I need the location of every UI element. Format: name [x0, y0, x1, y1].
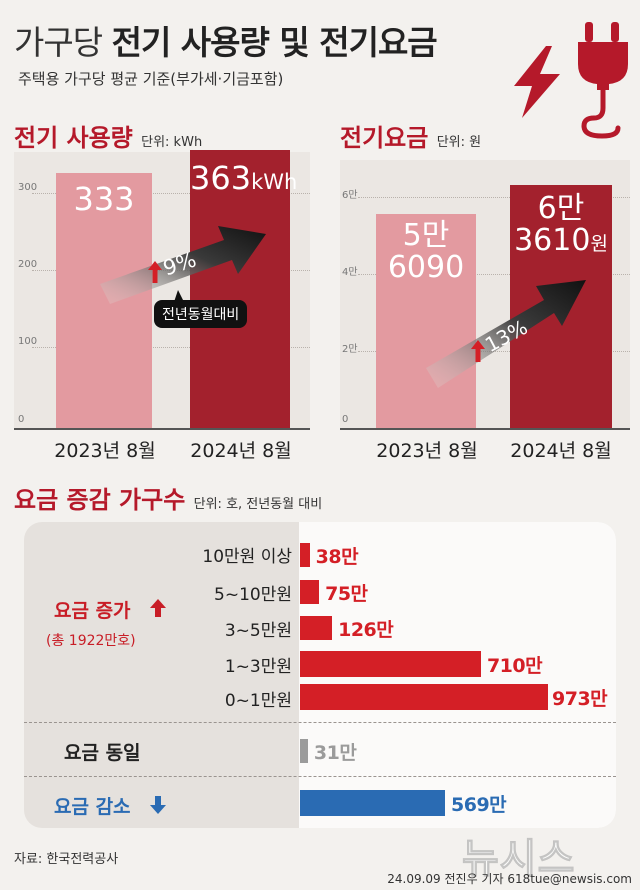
fee-trend-arrow [426, 280, 586, 388]
fee-bar-label-2024: 6만 3610원 [510, 193, 612, 256]
same-label: 요금 동일 [64, 742, 141, 764]
page-subtitle: 주택용 가구당 평균 기준(부가세·기금포함) [18, 70, 284, 88]
hbar-category: 1~3만원 [224, 657, 292, 677]
usage-bar-value-2024: 363 [190, 159, 252, 197]
decrease-label: 요금 감소 [54, 796, 131, 818]
usage-ytick: 200 [18, 259, 38, 270]
hbar-value-label: 710만 [486, 655, 543, 677]
hbar-value-label: 569만 [451, 794, 507, 816]
hbar-value-label: 973만 [552, 688, 608, 710]
hbar-value-label: 75만 [325, 583, 368, 605]
fee-ytick: 4만 [342, 267, 358, 278]
hbar [300, 684, 548, 710]
increase-label: 요금 증가 [54, 600, 131, 622]
hbar-category: 3~5만원 [224, 621, 292, 641]
fee-section-title: 전기요금 단위: 원 [340, 118, 481, 153]
hbar [300, 790, 446, 816]
fee-bar-label-2024-line1: 6만 [537, 191, 585, 226]
hbar-category: 5~10만원 [214, 585, 292, 605]
hbar [300, 580, 320, 604]
usage-callout-pointer [174, 290, 184, 302]
usage-title: 전기 사용량 [14, 124, 133, 152]
usage-bar-label-2024: 363kWh [190, 159, 297, 197]
fee-title: 전기요금 [340, 124, 429, 152]
households-unit: 단위: 호, 전년동월 대비 [193, 497, 323, 512]
fee-ytick: 6만 [342, 190, 358, 201]
usage-section-title: 전기 사용량 단위: kWh [14, 118, 202, 153]
hbar-category: 10만원 이상 [202, 547, 292, 567]
usage-bar-2024 [190, 150, 290, 428]
fee-xlabel: 2024년 8월 [510, 440, 612, 462]
fee-bar-label-2024-line2: 3610원 [510, 222, 612, 258]
decrease-group-label: 요금 감소 [54, 792, 131, 819]
group-divider [24, 722, 616, 723]
hbar [300, 616, 333, 640]
fee-ytick: 2만 [342, 344, 358, 355]
increase-total: (총 1922만호) [46, 633, 136, 649]
fee-baseline [340, 428, 630, 430]
usage-xlabel: 2023년 8월 [54, 440, 156, 462]
fee-bar-2023 [376, 213, 476, 428]
increase-group-label: 요금 증가 [54, 596, 131, 623]
fee-bar-label-2023-line1: 5만 [402, 218, 450, 253]
plug-icon [578, 22, 628, 139]
usage-gridline [32, 347, 310, 348]
up-arrow-icon [148, 261, 162, 283]
up-arrow-icon [150, 599, 166, 617]
hbar-value-label: 31만 [313, 742, 357, 764]
fee-gridline [358, 274, 630, 275]
fee-unit: 단위: 원 [436, 135, 482, 150]
hbar [300, 739, 308, 763]
usage-ytick: 0 [18, 414, 25, 425]
fee-bar-label-2023-line2: 6090 [387, 249, 465, 285]
hbar [300, 651, 481, 677]
usage-ytick: 100 [18, 336, 38, 347]
lightning-icon [514, 46, 560, 118]
usage-callout-text: 전년동월대비 [162, 307, 240, 323]
hbar-category: 0~1만원 [224, 691, 292, 711]
usage-bar-2023 [56, 172, 152, 428]
households-section-title: 요금 증감 가구수 단위: 호, 전년동월 대비 [14, 480, 322, 515]
usage-xlabel: 2024년 8월 [190, 440, 292, 462]
fee-bar-value-2024: 3610 [514, 222, 591, 258]
up-arrow-icon [471, 340, 485, 362]
page-title: 가구당 전기 사용량 및 전기요금 [14, 16, 438, 64]
usage-ytick: 300 [18, 182, 38, 193]
usage-trend-arrow [100, 226, 266, 304]
group-divider [24, 776, 616, 777]
credit-line: 24.09.09 전진우 기자 618tue@newsis.com [387, 872, 632, 886]
fee-gridline [358, 197, 630, 198]
hbar [300, 543, 310, 567]
title-bold: 전기 사용량 및 전기요금 [111, 23, 438, 62]
title-light: 가구당 [14, 23, 103, 62]
usage-gridline [32, 193, 310, 194]
usage-bar-label-2023: 333 [73, 180, 135, 218]
usage-unit: 단위: kWh [141, 135, 203, 150]
fee-ytick: 0 [342, 414, 349, 425]
fee-bar-unit-2024: 원 [590, 232, 608, 255]
usage-bar-unit-2024: kWh [251, 170, 298, 194]
hbar-value-label: 38만 [315, 546, 359, 568]
newsis-watermark: 뉴시스 [461, 836, 576, 883]
usage-baseline [14, 428, 310, 430]
hbar-value-label: 126만 [338, 619, 394, 641]
usage-callout: 전년동월대비 [154, 300, 248, 328]
fee-bar-label-2023: 5만 6090 [376, 220, 476, 283]
households-title: 요금 증감 가구수 [14, 486, 186, 514]
fee-xlabel: 2023년 8월 [376, 440, 478, 462]
down-arrow-icon [150, 796, 166, 814]
source-note: 자료: 한국전력공사 [14, 852, 119, 867]
